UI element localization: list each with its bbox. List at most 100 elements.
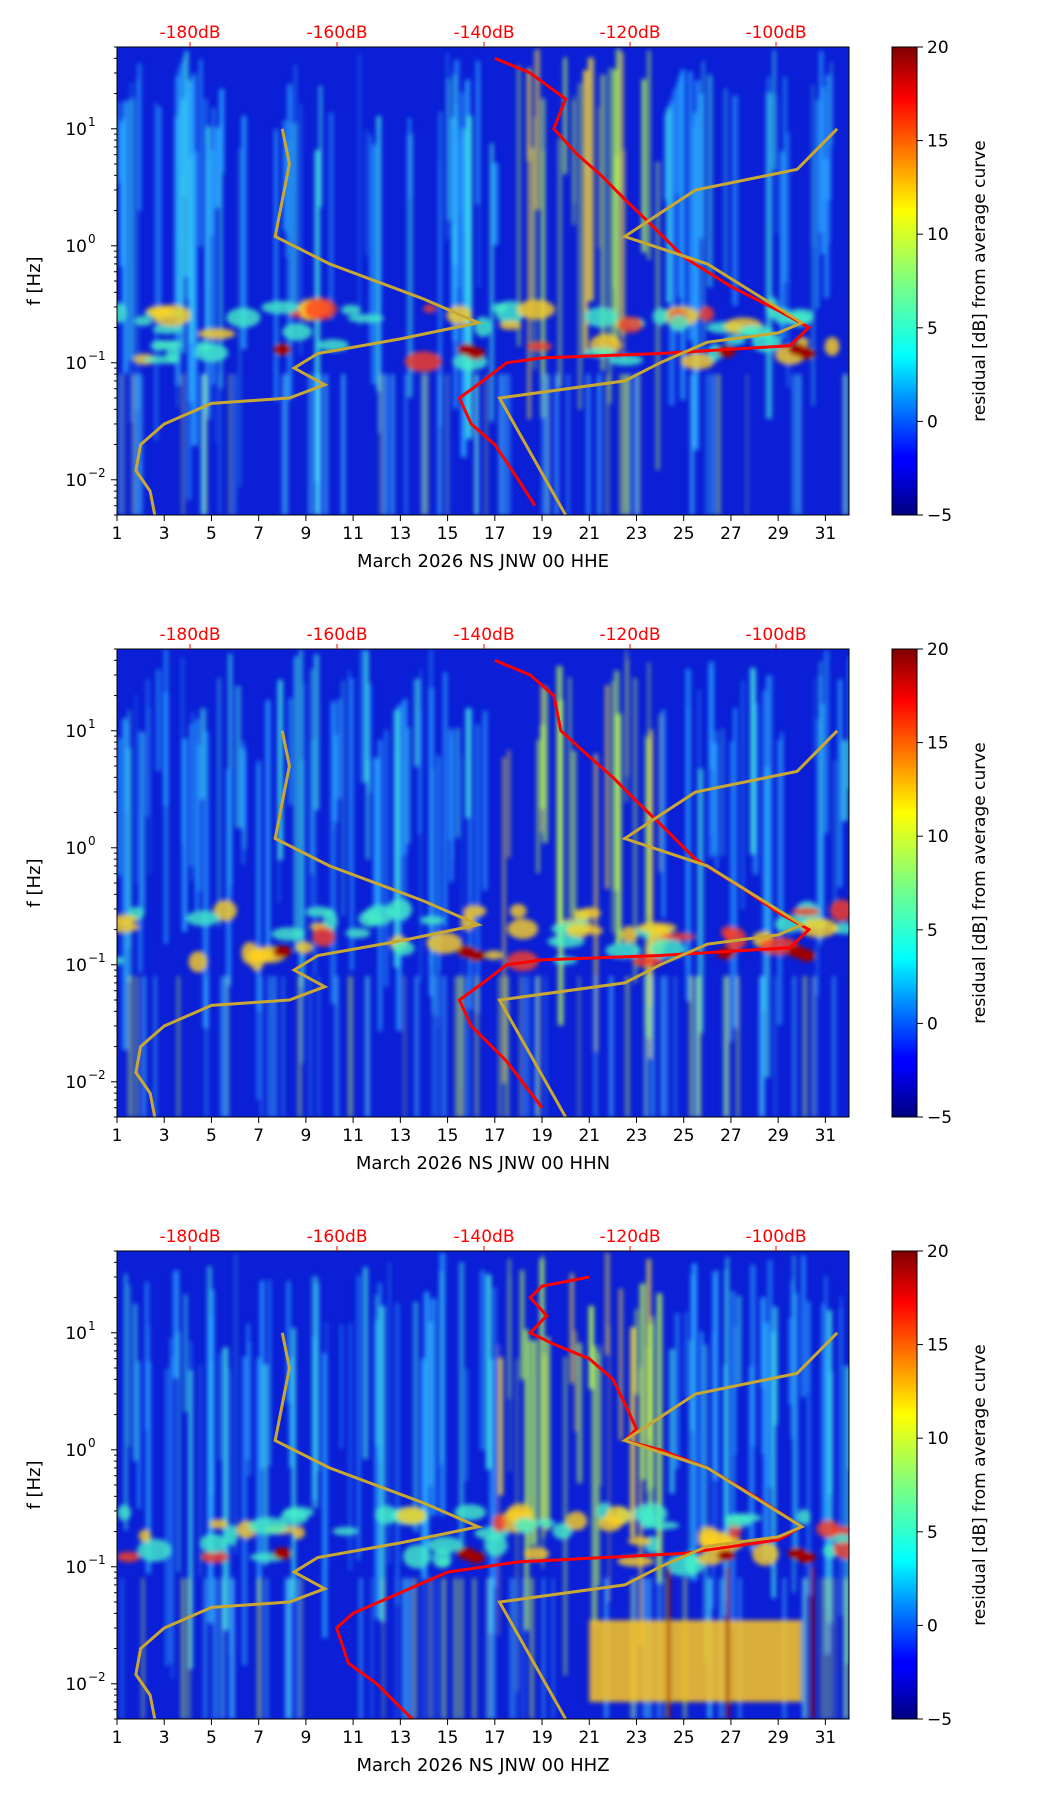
y-tick-exponent: 1: [88, 717, 96, 731]
noise-model-line-2: [497, 127, 839, 515]
x-tick-label: 5: [206, 1728, 217, 1748]
x-tick-label: 1: [112, 1126, 123, 1146]
colorbar-tick-label: −5: [927, 506, 952, 526]
noise-model-line-1: [134, 128, 484, 515]
y-tick-exponent: 0: [88, 1436, 96, 1450]
colorbar-tick-label: 10: [927, 827, 949, 847]
colorbar-tick-label: 5: [927, 1523, 938, 1543]
y-axis-label: f [Hz]: [24, 1460, 45, 1509]
heatmap-image: [117, 1251, 849, 1719]
x-tick-label: 29: [767, 1126, 789, 1146]
colorbar-tick-label: 15: [927, 734, 949, 754]
noise-model-line-1: [134, 1332, 484, 1719]
x-tick-label: 21: [578, 1728, 600, 1748]
y-tick-label: 10: [65, 722, 87, 742]
colorbar-tick-label: 5: [927, 319, 938, 339]
x-tick-label: 21: [578, 524, 600, 544]
x-tick-label: 9: [300, 1728, 311, 1748]
x-tick-label: 13: [390, 1126, 412, 1146]
top-db-tick-label: -100dB: [745, 23, 806, 43]
noise-model-line-2: [497, 729, 839, 1117]
y-axis-label: f [Hz]: [24, 256, 45, 305]
x-tick-label: 15: [437, 524, 459, 544]
x-tick-label: 11: [342, 524, 364, 544]
x-tick-label: 23: [626, 524, 648, 544]
top-db-tick-label: -140dB: [453, 23, 514, 43]
colorbar: [891, 46, 918, 516]
y-tick-exponent: −2: [88, 1068, 106, 1082]
x-axis-label: March 2026 NS JNW 00 HHZ: [356, 1755, 609, 1776]
x-tick-label: 3: [159, 524, 170, 544]
y-tick-exponent: 0: [88, 834, 96, 848]
x-tick-label: 15: [437, 1126, 459, 1146]
top-db-tick-label: -100dB: [745, 1227, 806, 1247]
psd-curve-line-0: [457, 658, 812, 1109]
colorbar-tick-label: 5: [927, 921, 938, 941]
x-tick-label: 31: [815, 1728, 837, 1748]
y-tick-label: 10: [65, 839, 87, 859]
x-axis-label: March 2026 NS JNW 00 HHN: [356, 1153, 610, 1174]
y-tick-exponent: 0: [88, 232, 96, 246]
top-db-tick-label: -180dB: [159, 625, 220, 645]
y-tick-exponent: −2: [88, 466, 106, 480]
y-tick-label: 10: [65, 471, 87, 491]
colorbar-tick-label: 0: [927, 412, 938, 432]
x-tick-label: 31: [815, 524, 837, 544]
y-tick-exponent: 1: [88, 115, 96, 129]
colorbar-tick-label: 0: [927, 1616, 938, 1636]
x-tick-label: 19: [531, 524, 553, 544]
y-tick-label: 10: [65, 1073, 87, 1093]
x-tick-label: 7: [253, 524, 264, 544]
x-tick-label: 17: [484, 1728, 506, 1748]
colorbar: [891, 648, 918, 1118]
x-tick-label: 23: [626, 1728, 648, 1748]
x-tick-label: 15: [437, 1728, 459, 1748]
colorbar-tick-label: 20: [927, 640, 949, 660]
x-tick-label: 25: [673, 1126, 695, 1146]
x-tick-label: 5: [206, 1126, 217, 1146]
x-tick-label: 25: [673, 524, 695, 544]
top-db-tick-label: -180dB: [159, 23, 220, 43]
colorbar-tick-label: 15: [927, 132, 949, 152]
y-axis-label: f [Hz]: [24, 858, 45, 907]
x-tick-label: 21: [578, 1126, 600, 1146]
x-tick-label: 13: [390, 1728, 412, 1748]
x-tick-label: 5: [206, 524, 217, 544]
x-tick-label: 7: [253, 1126, 264, 1146]
y-tick-exponent: 1: [88, 1319, 96, 1333]
colorbar: [891, 1250, 918, 1720]
top-db-tick-label: -100dB: [745, 625, 806, 645]
top-db-tick-label: -160dB: [306, 1227, 367, 1247]
colorbar-tick-label: 15: [927, 1336, 949, 1356]
x-tick-label: 29: [767, 524, 789, 544]
colorbar-tick-label: 20: [927, 1242, 949, 1262]
colorbar-tick-label: −5: [927, 1710, 952, 1730]
x-tick-label: 7: [253, 1728, 264, 1748]
y-tick-label: 10: [65, 1324, 87, 1344]
y-tick-label: 10: [65, 120, 87, 140]
x-tick-label: 23: [626, 1126, 648, 1146]
x-tick-label: 27: [720, 524, 742, 544]
heatmap-image: [117, 649, 849, 1117]
colorbar-tick-label: 10: [927, 225, 949, 245]
spectrogram-panel-hhz: 1 3 5 7 9 11 13 15 17 19 21 23 25 27 29 31 10 −2 10 −1 10 0 10…: [0, 1204, 1052, 1806]
x-tick-label: 13: [390, 524, 412, 544]
x-tick-label: 17: [484, 524, 506, 544]
y-tick-label: 10: [65, 354, 87, 374]
top-db-tick-label: -160dB: [306, 625, 367, 645]
colorbar-label: residual [dB] from average curve: [970, 742, 990, 1023]
x-tick-label: 3: [159, 1126, 170, 1146]
top-db-tick-label: -140dB: [453, 625, 514, 645]
x-tick-label: 17: [484, 1126, 506, 1146]
spectrogram-panel-hhe: 1 3 5 7 9 11 13 15 17 19 21 23 25 27 29 31 10 −2 10 −1 10 0 10…: [0, 0, 1052, 602]
y-tick-label: 10: [65, 237, 87, 257]
y-tick-exponent: −1: [88, 349, 106, 363]
x-tick-label: 31: [815, 1126, 837, 1146]
x-tick-label: 29: [767, 1728, 789, 1748]
top-db-tick-label: -140dB: [453, 1227, 514, 1247]
colorbar-label: residual [dB] from average curve: [970, 1344, 990, 1625]
noise-model-line-2: [497, 1331, 839, 1719]
